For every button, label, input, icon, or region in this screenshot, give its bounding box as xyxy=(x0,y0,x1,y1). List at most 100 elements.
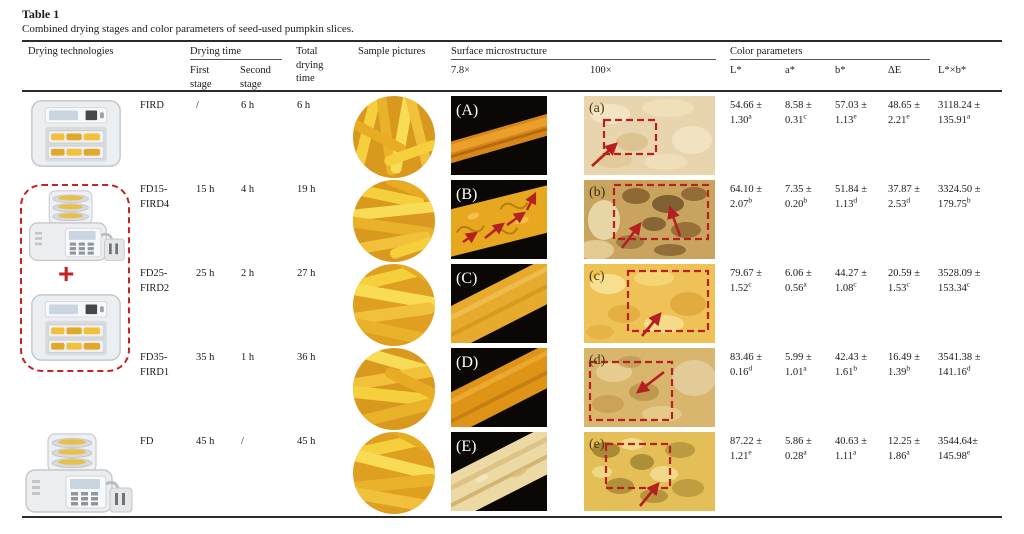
microstructure-100x-image: (e) xyxy=(584,432,715,511)
col-header-drying-technologies: Drying technologies xyxy=(28,46,114,57)
arrow-annotation xyxy=(635,370,665,394)
stat-a: 5.99 ±1.01a xyxy=(785,352,812,378)
second-stage-value: 2 h xyxy=(241,268,255,279)
combined-drying-outline xyxy=(20,184,130,372)
row-code: FD15-FIRD4 xyxy=(140,184,170,210)
col-header-L: L* xyxy=(730,65,742,76)
microstructure-7.8x-image: (C) xyxy=(451,264,547,343)
microstructure-100x-image: (c) xyxy=(584,264,715,343)
arrow-annotation xyxy=(525,191,537,211)
stat-dE: 48.65 ±2.21e xyxy=(888,100,921,126)
sample-photo xyxy=(353,264,435,346)
highlight-box xyxy=(626,269,710,333)
sample-photo xyxy=(353,348,435,430)
micro-label: (b) xyxy=(589,185,606,200)
first-stage-value: 45 h xyxy=(196,436,215,447)
stat-dE: 20.59 ±1.53c xyxy=(888,268,921,294)
microstructure-7.8x-image: (B) xyxy=(451,180,547,259)
stat-a: 6.06 ±0.56a xyxy=(785,268,812,294)
highlight-box xyxy=(612,183,710,241)
second-stage-value: 4 h xyxy=(241,184,255,195)
arrow-annotation xyxy=(620,221,642,249)
col-header-drying-time: Drying time xyxy=(190,46,242,57)
table-rule-top xyxy=(22,40,1002,42)
arrow-annotation xyxy=(484,222,505,239)
micro-label: (C) xyxy=(456,270,477,287)
micro-label: (E) xyxy=(456,438,476,455)
total-time-value: 19 h xyxy=(297,184,316,195)
micro-label: (a) xyxy=(589,101,605,116)
total-time-value: 36 h xyxy=(297,352,316,363)
arrow-annotation xyxy=(640,311,662,337)
stat-Lxb: 3544.64± 145.98e xyxy=(938,436,978,462)
stat-a: 5.86 ±0.28a xyxy=(785,436,812,462)
stat-a: 7.35 ±0.20b xyxy=(785,184,812,210)
micro-label: (c) xyxy=(589,269,605,284)
col-header-first-stage: First stage xyxy=(190,65,212,90)
col-header-color-parameters: Color parameters xyxy=(730,46,803,57)
rule-color-params xyxy=(730,59,930,60)
stat-a: 8.58 ±0.31c xyxy=(785,100,812,126)
micro-label: (D) xyxy=(456,354,478,371)
col-header-Lxb: L*×b* xyxy=(938,65,967,76)
stat-Lxb: 3118.24 ±135.91a xyxy=(938,100,981,126)
micro-label: (e) xyxy=(589,437,605,452)
stat-b: 40.63 ±1.11a xyxy=(835,436,868,462)
col-header-b: b* xyxy=(835,65,846,76)
total-time-value: 45 h xyxy=(297,436,316,447)
stat-L: 79.67 ±1.52c xyxy=(730,268,763,294)
rule-microstructure xyxy=(451,59,716,60)
microstructure-100x-image: (b) xyxy=(584,180,715,259)
infrared-dryer-icon xyxy=(31,100,121,167)
col-header-a: a* xyxy=(785,65,795,76)
microstructure-7.8x-image: (D) xyxy=(451,348,547,427)
col-header-mag-7-8x: 7.8× xyxy=(451,65,471,76)
row-code: FD25-FIRD2 xyxy=(140,268,170,294)
first-stage-value: 15 h xyxy=(196,184,215,195)
stat-Lxb: 3324.50 ±179.75b xyxy=(938,184,981,210)
stat-b: 51.84 ±1.13d xyxy=(835,184,868,210)
row-code: FIRD xyxy=(140,100,164,111)
col-header-mag-100x: 100× xyxy=(590,65,612,76)
plus-icon: + xyxy=(58,258,75,289)
col-header-surface-microstructure: Surface microstructure xyxy=(451,46,547,57)
first-stage-value: 25 h xyxy=(196,268,215,279)
highlight-box xyxy=(602,118,658,156)
arrow-annotation xyxy=(638,481,660,507)
freeze-dryer-icon xyxy=(28,190,125,262)
infrared-dryer-icon xyxy=(31,294,121,361)
first-stage-value: 35 h xyxy=(196,352,215,363)
stat-b: 44.27 ±1.08c xyxy=(835,268,868,294)
stat-L: 83.46 ±0.16d xyxy=(730,352,763,378)
stat-L: 54.66 ±1.30a xyxy=(730,100,763,126)
first-stage-value: / xyxy=(196,100,199,111)
freeze-dryer-icon xyxy=(25,433,133,513)
stat-dE: 12.25 ±1.86a xyxy=(888,436,921,462)
sample-photo xyxy=(353,432,435,514)
arrow-annotation xyxy=(462,231,478,244)
microstructure-7.8x-image: (E) xyxy=(451,432,547,511)
sample-photo xyxy=(353,180,435,262)
stat-b: 57.03 ±1.13e xyxy=(835,100,868,126)
second-stage-value: 6 h xyxy=(241,100,255,111)
second-stage-value: / xyxy=(241,436,244,447)
micro-label: (B) xyxy=(456,186,477,203)
second-stage-value: 1 h xyxy=(241,352,255,363)
row-code: FD35-FIRD1 xyxy=(140,352,170,378)
table-rule-header-bottom xyxy=(22,90,1002,92)
table-rule-bottom xyxy=(22,516,1002,518)
col-header-dE: ΔE xyxy=(888,65,902,76)
stat-dE: 16.49 ±1.39b xyxy=(888,352,921,378)
arrow-annotation xyxy=(506,211,526,226)
arrow-annotation xyxy=(591,142,618,167)
col-header-total-drying-time: Total drying time xyxy=(296,46,324,85)
col-header-sample-pictures: Sample pictures xyxy=(358,46,426,57)
stat-L: 87.22 ±1.21e xyxy=(730,436,763,462)
microstructure-7.8x-image: (A) xyxy=(451,96,547,175)
microstructure-100x-image: (d) xyxy=(584,348,715,427)
stat-b: 42.43 ±1.61b xyxy=(835,352,868,378)
table-caption: Combined drying stages and color paramet… xyxy=(22,23,354,35)
total-time-value: 27 h xyxy=(297,268,316,279)
stat-L: 64.10 ±2.07b xyxy=(730,184,763,210)
